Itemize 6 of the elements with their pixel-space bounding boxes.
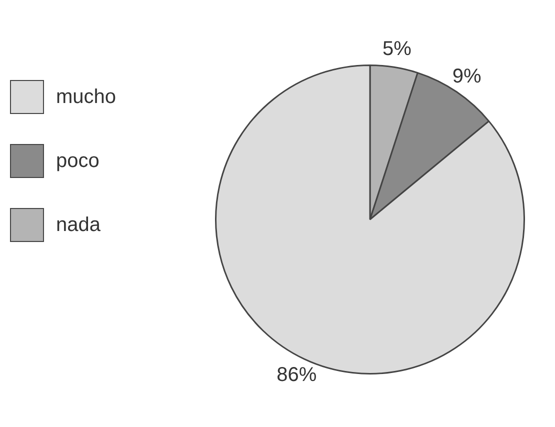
data-label: 5% xyxy=(382,38,412,60)
data-label: 9% xyxy=(452,66,482,88)
legend-label: mucho xyxy=(56,86,116,108)
data-label: 86% xyxy=(276,364,317,386)
legend-label: nada xyxy=(56,214,100,236)
legend-label: poco xyxy=(56,150,100,172)
